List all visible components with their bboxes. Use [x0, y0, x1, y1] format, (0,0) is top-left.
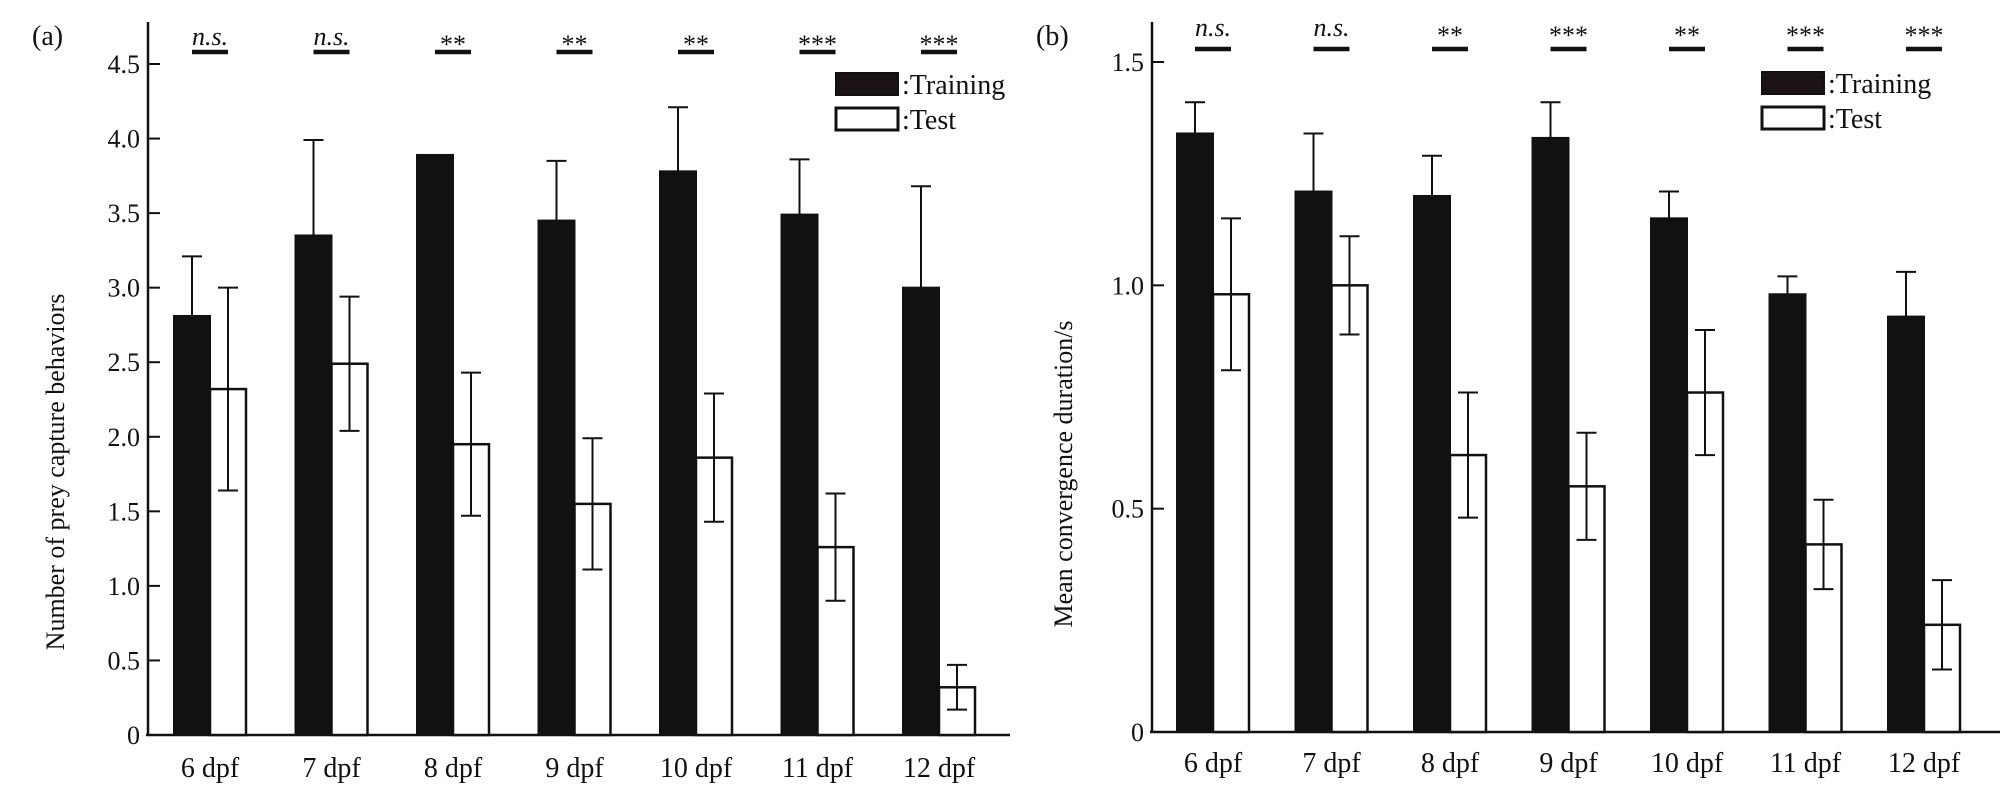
- panel-a-training-bar: [537, 219, 576, 737]
- panel-b-training-bar: [1768, 293, 1807, 733]
- panel-a-legend-training-swatch: [835, 72, 899, 96]
- panel-b-legend-test-swatch: [1760, 105, 1826, 131]
- panel-a-sig-label: ***: [798, 30, 837, 59]
- panel-b-x-label: 8 dpf: [1421, 748, 1480, 779]
- panel-a-training-bar: [659, 170, 697, 737]
- panel-b-training-bar: [1176, 132, 1214, 733]
- panel-b-ytick-label: 1.5: [1112, 48, 1145, 77]
- panel-a-ytick-label: 4.0: [108, 125, 141, 154]
- panel-b-x-label: 6 dpf: [1184, 748, 1243, 779]
- panel-a-ytick-label: 1.0: [108, 572, 141, 601]
- panel-a-sig-label: **: [683, 30, 709, 59]
- panel-a-ytick-label: 3.0: [108, 274, 141, 303]
- panel-a-x-label: 10 dpf: [660, 753, 733, 784]
- panel-b-chart: (b) Mean convergence duration/s 0 0.5 1.0 1…: [1036, 13, 2000, 779]
- panel-b-sig-label: ***: [1786, 21, 1825, 50]
- panel-b-test-bar: [1567, 485, 1606, 734]
- panel-b-x-label: 10 dpf: [1651, 748, 1724, 779]
- panel-a-x-label: 7 dpf: [302, 753, 361, 784]
- panel-b-x-label: 12 dpf: [1888, 748, 1961, 779]
- panel-b-legend-test-label: :Test: [1828, 104, 1882, 135]
- panel-a-sig-label: n.s.: [313, 22, 349, 51]
- panel-b-sig-label: **: [1437, 21, 1463, 50]
- panel-b-ytick-label: 0.5: [1112, 495, 1145, 524]
- panel-a-training-bar: [173, 314, 211, 736]
- panel-a-chart: (a) Number of prey capture behaviors 0 0.…: [32, 21, 1010, 784]
- panel-b-sig-label: ***: [1905, 21, 1944, 50]
- panel-a-y-axis-label: Number of prey capture behaviors: [41, 294, 70, 651]
- panel-a-ytick-label: 0.5: [108, 646, 141, 675]
- panel-a-ytick-label: 2.5: [108, 348, 141, 377]
- panel-b-legend-training-label: :Training: [1828, 69, 1931, 100]
- panel-b-training-bar: [1413, 195, 1451, 733]
- panel-b-x-label: 9 dpf: [1539, 748, 1598, 779]
- panel-a-legend-test-label: :Test: [902, 105, 956, 136]
- panel-b-training-bar: [1531, 136, 1570, 733]
- panel-a-training-bar: [902, 286, 940, 736]
- panel-a-training-bar: [780, 213, 819, 736]
- panel-a-x-label: 12 dpf: [903, 753, 976, 784]
- panel-b-test-bar: [1330, 284, 1369, 734]
- panel-b-training-bar: [1650, 217, 1688, 734]
- panel-a-legend-training-label: :Training: [902, 70, 1005, 101]
- panel-a-sig-label: ***: [920, 30, 959, 59]
- panel-a-x-label: 9 dpf: [545, 753, 604, 784]
- panel-a-training-bar: [416, 153, 454, 737]
- panel-a-x-label: 11 dpf: [782, 753, 854, 784]
- panel-b-sig-label: **: [1674, 21, 1700, 50]
- panel-a-sig-label: **: [562, 30, 588, 59]
- panel-a-sig-label: n.s.: [192, 22, 228, 51]
- panel-a-label: (a): [32, 21, 63, 52]
- panel-a-test-bar: [208, 387, 248, 737]
- panel-a-ytick-label: 4.5: [108, 50, 141, 79]
- panel-b-ytick-label: 1.0: [1112, 271, 1145, 300]
- panel-a-x-label: 8 dpf: [424, 753, 483, 784]
- panel-b-sig-label: n.s.: [1195, 13, 1231, 42]
- panel-a-ytick-label: 2.0: [108, 423, 141, 452]
- panel-a-ytick-label: 1.5: [108, 497, 141, 526]
- panel-b-sig-label: n.s.: [1313, 13, 1349, 42]
- panel-b-y-axis-label: Mean convergence duration/s: [1049, 320, 1078, 627]
- panel-b-label: (b): [1036, 21, 1069, 52]
- panel-a-sig-label: **: [440, 30, 466, 59]
- panel-b-x-label: 7 dpf: [1302, 748, 1361, 779]
- panel-b-training-bar: [1887, 315, 1925, 733]
- panel-a-legend-test-swatch: [834, 106, 900, 132]
- panel-b-ytick-label: 0: [1131, 718, 1144, 747]
- panel-b-training-bar: [1294, 190, 1333, 734]
- panel-b-x-label: 11 dpf: [1770, 748, 1842, 779]
- panel-a-ytick-label: 0: [127, 721, 140, 750]
- panel-b-legend-training-swatch: [1761, 71, 1825, 95]
- panel-a-training-bar: [294, 234, 333, 736]
- panel-a-ytick-label: 3.5: [108, 199, 141, 228]
- panel-a-x-label: 6 dpf: [181, 753, 240, 784]
- panel-b-sig-label: ***: [1549, 21, 1588, 50]
